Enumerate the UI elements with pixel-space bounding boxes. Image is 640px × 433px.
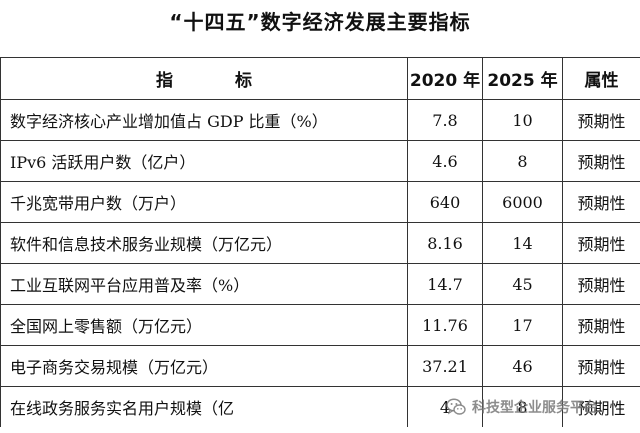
indicator-name: 软件和信息技术服务业规模（万亿元） xyxy=(0,222,408,264)
header-attribute: 属性 xyxy=(562,57,640,100)
value-2025: 8 xyxy=(482,140,563,182)
table-row: 全国网上零售额（万亿元） 11.76 17 预期性 xyxy=(0,304,640,346)
attribute: 预期性 xyxy=(562,345,640,387)
page-title: “十四五”数字经济发展主要指标 xyxy=(169,10,471,34)
attribute: 预期性 xyxy=(562,304,640,346)
value-2025: 6000 xyxy=(482,181,563,223)
value-2020: 8.16 xyxy=(407,222,483,264)
indicator-name: 在线政务服务实名用户规模（亿 xyxy=(0,386,408,427)
value-2025: 45 xyxy=(482,263,563,305)
table-row: 千兆宽带用户数（万户） 640 6000 预期性 xyxy=(0,181,640,223)
value-2020: 7.8 xyxy=(407,99,483,141)
value-2025: 17 xyxy=(482,304,563,346)
header-2025: 2025 年 xyxy=(482,57,563,100)
indicator-table: 指 标 2020 年 2025 年 属性 数字经济核心产业增加值占 GDP 比重… xyxy=(0,57,640,427)
value-2020: 640 xyxy=(407,181,483,223)
indicator-name: 工业互联网平台应用普及率（%） xyxy=(0,263,408,305)
table-row: 软件和信息技术服务业规模（万亿元） 8.16 14 预期性 xyxy=(0,222,640,264)
value-2020: 37.21 xyxy=(407,345,483,387)
header-indicator: 指 标 xyxy=(0,57,408,100)
value-2025: 14 xyxy=(482,222,563,264)
attribute: 预期性 xyxy=(562,99,640,141)
indicator-name: 全国网上零售额（万亿元） xyxy=(0,304,408,346)
table-header-row: 指 标 2020 年 2025 年 属性 xyxy=(0,57,640,100)
indicator-name: 电子商务交易规模（万亿元） xyxy=(0,345,408,387)
header-2020: 2020 年 xyxy=(407,57,483,100)
value-2020: 4.6 xyxy=(407,140,483,182)
value-2025: 46 xyxy=(482,345,563,387)
value-2025: 8 xyxy=(482,386,563,427)
value-2020: 14.7 xyxy=(407,263,483,305)
attribute: 预期性 xyxy=(562,222,640,264)
table-row: 在线政务服务实名用户规模（亿 4 8 预期性 xyxy=(0,386,640,427)
indicator-name: 数字经济核心产业增加值占 GDP 比重（%） xyxy=(0,99,408,141)
table-row: 数字经济核心产业增加值占 GDP 比重（%） 7.8 10 预期性 xyxy=(0,99,640,141)
value-2020: 4 xyxy=(407,386,483,427)
value-2020: 11.76 xyxy=(407,304,483,346)
indicator-name: IPv6 活跃用户数（亿户） xyxy=(0,140,408,182)
value-2025: 10 xyxy=(482,99,563,141)
table-row: IPv6 活跃用户数（亿户） 4.6 8 预期性 xyxy=(0,140,640,182)
attribute: 预期性 xyxy=(562,386,640,427)
attribute: 预期性 xyxy=(562,181,640,223)
indicator-name: 千兆宽带用户数（万户） xyxy=(0,181,408,223)
attribute: 预期性 xyxy=(562,263,640,305)
attribute: 预期性 xyxy=(562,140,640,182)
table-row: 电子商务交易规模（万亿元） 37.21 46 预期性 xyxy=(0,345,640,387)
table-row: 工业互联网平台应用普及率（%） 14.7 45 预期性 xyxy=(0,263,640,305)
